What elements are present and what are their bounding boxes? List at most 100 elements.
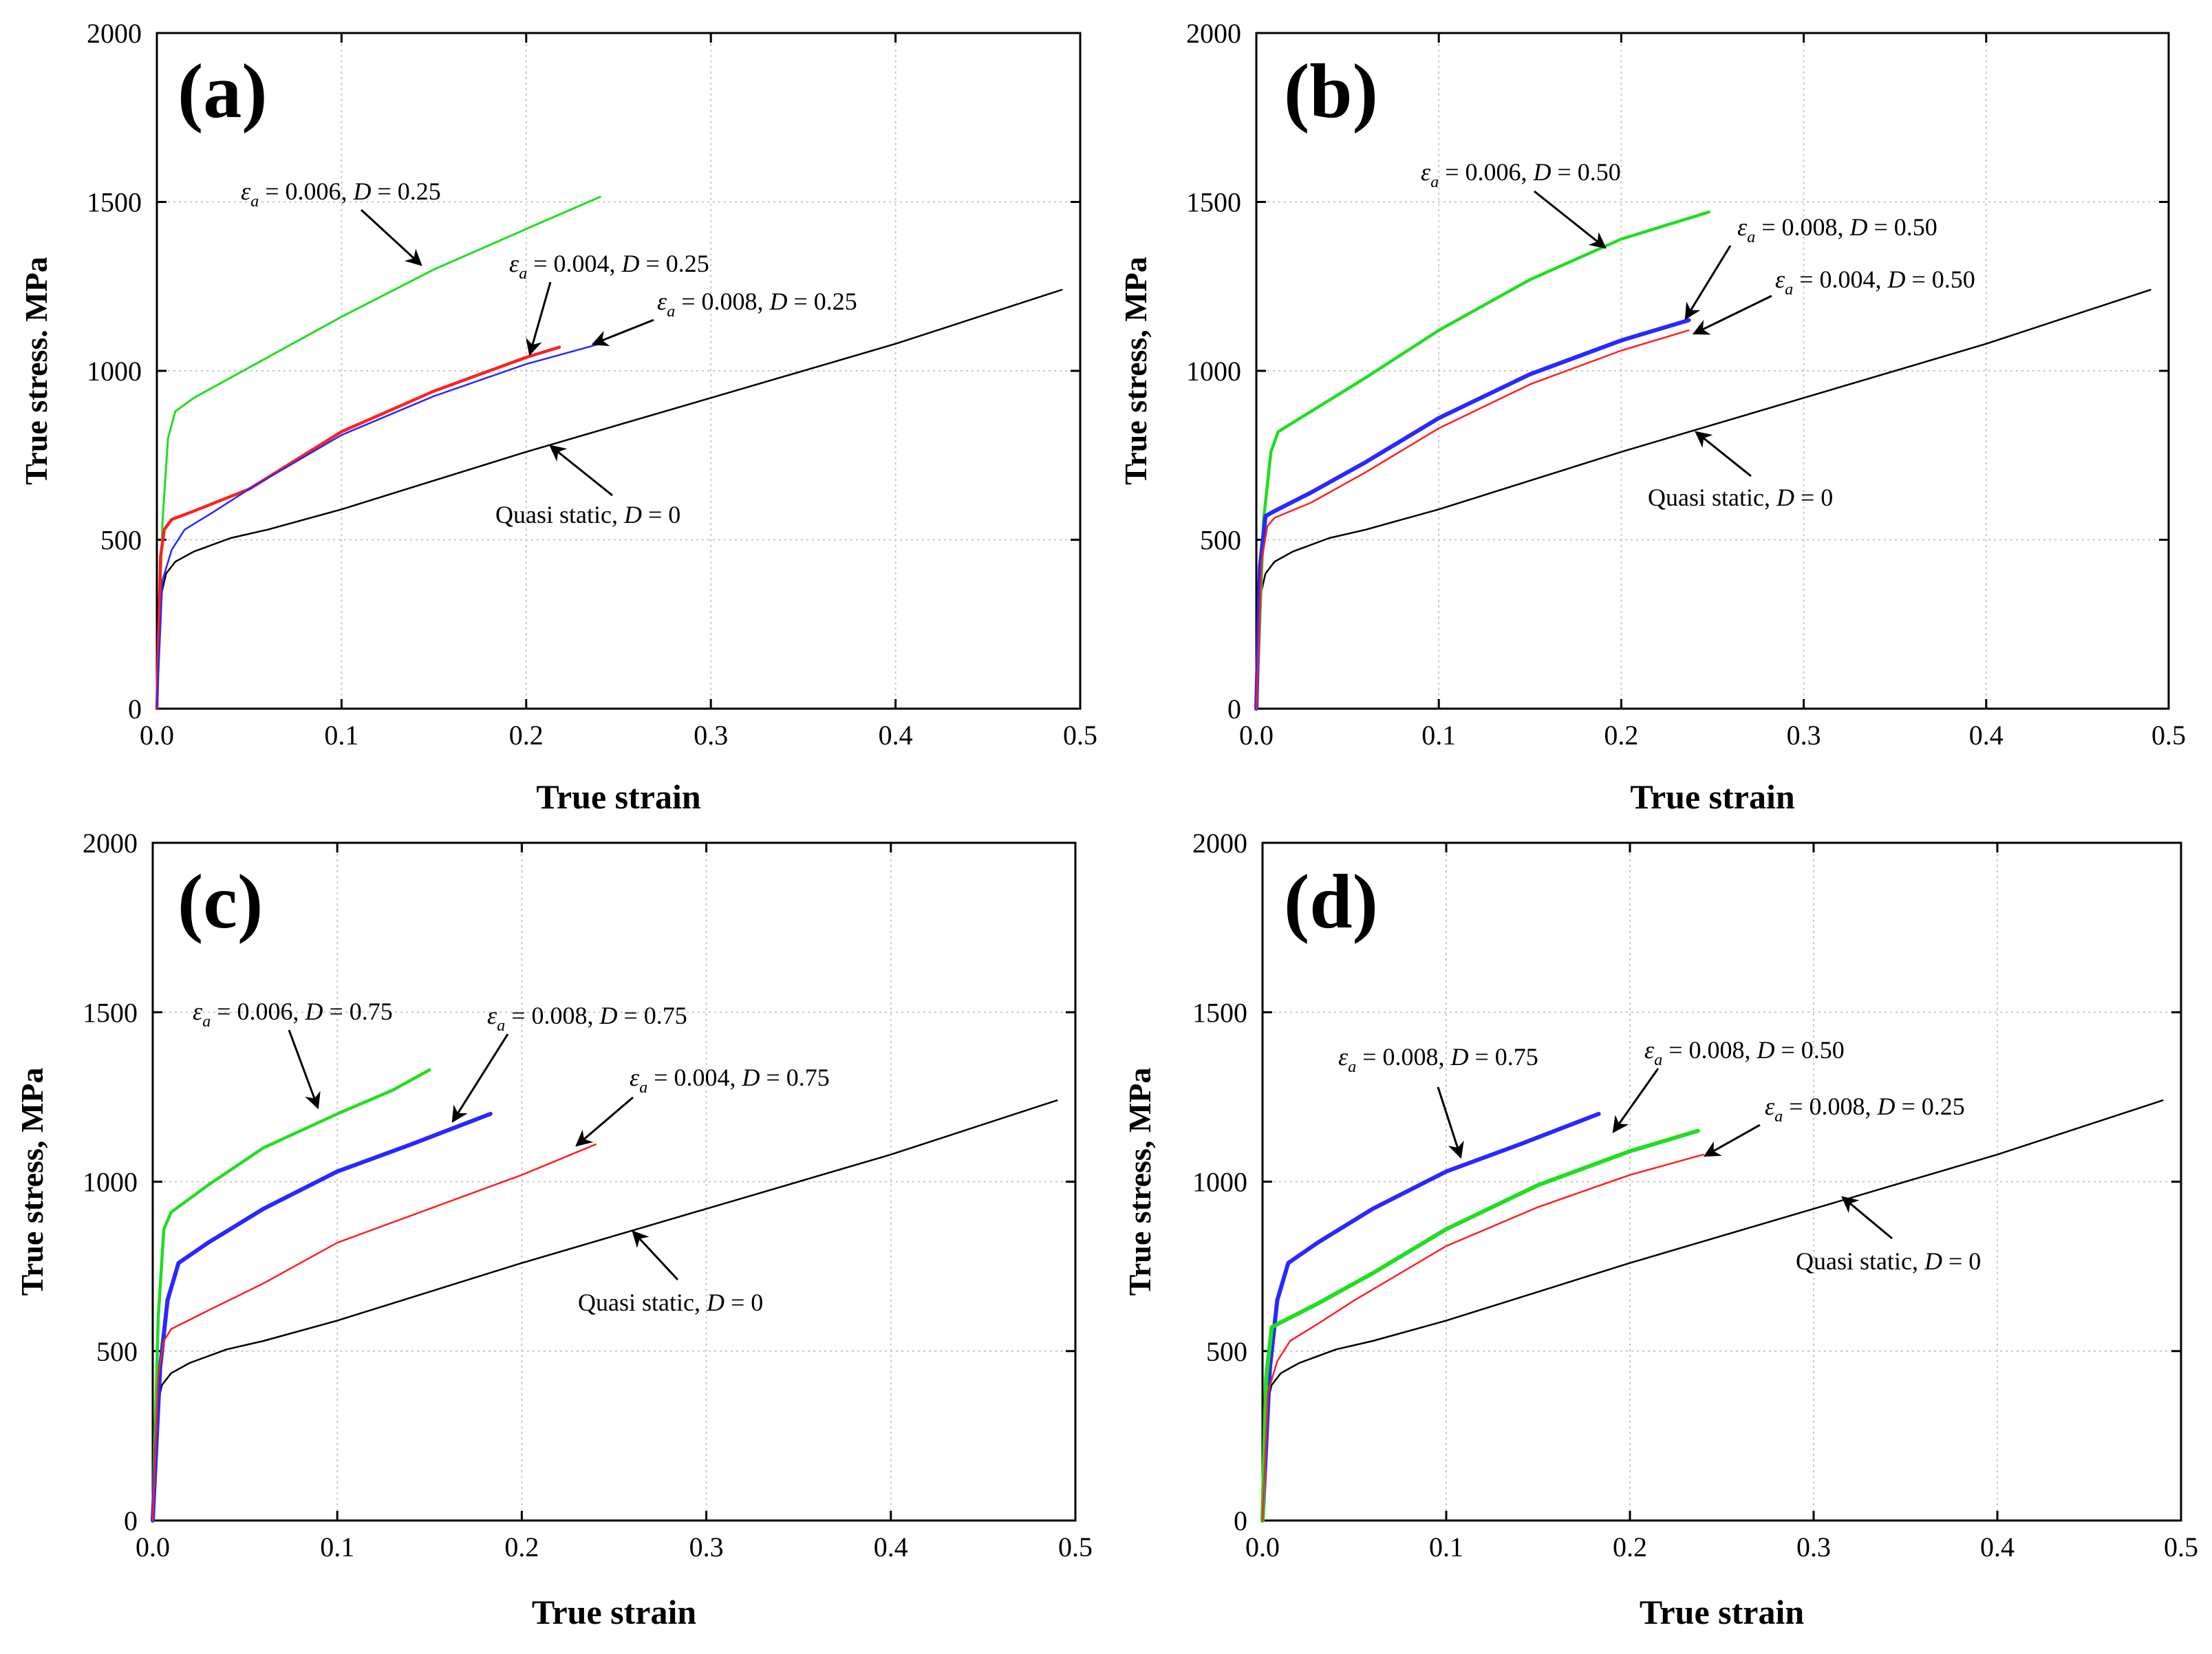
annotation: εa = 0.006, D = 0.75 xyxy=(193,998,393,1031)
annotation: Quasi static, D = 0 xyxy=(495,501,680,528)
y-tick-label: 500 xyxy=(1200,525,1241,556)
annotation-arrow xyxy=(451,1033,509,1124)
annotation-arrow xyxy=(632,1230,679,1281)
y-tick-label: 1500 xyxy=(1186,187,1241,218)
series-line xyxy=(155,345,561,711)
x-tick-label: 0.5 xyxy=(2151,720,2186,751)
annotation: εa = 0.006, D = 0.50 xyxy=(1421,158,1621,191)
y-tick-label: 1500 xyxy=(87,187,142,218)
series-line xyxy=(1260,1128,1700,1523)
annotation: εa = 0.008, D = 0.25 xyxy=(1765,1093,1965,1126)
series-line xyxy=(151,1143,597,1522)
y-tick-label: 500 xyxy=(1206,1336,1247,1367)
annotation: εa = 0.006, D = 0.25 xyxy=(241,178,441,211)
annotation: Quasi static, D = 0 xyxy=(1796,1247,1981,1275)
annotation: εa = 0.004, D = 0.25 xyxy=(509,250,709,283)
y-tick-label: 1500 xyxy=(83,997,138,1028)
x-tick-label: 0.4 xyxy=(1969,720,2004,751)
annotation: εa = 0.008, D = 0.75 xyxy=(1338,1043,1538,1076)
series-line xyxy=(1254,210,1710,711)
series-line xyxy=(1261,1153,1705,1522)
x-tick-label: 0.3 xyxy=(694,720,728,751)
series-line xyxy=(1254,318,1691,711)
series-line xyxy=(1260,1112,1601,1523)
y-tick-label: 0 xyxy=(1227,694,1241,724)
annotation: Quasi static, D = 0 xyxy=(1648,484,1833,511)
x-tick-label: 0.4 xyxy=(1980,1532,2015,1562)
annotation-arrow xyxy=(1437,1086,1464,1159)
series-line xyxy=(155,288,1063,710)
y-tick-label: 0 xyxy=(1234,1505,1247,1536)
annotation-arrow xyxy=(288,1029,321,1110)
annotation-arrow xyxy=(1703,1124,1761,1157)
panel-label: (c) xyxy=(178,859,263,945)
series-line xyxy=(155,195,601,710)
x-tick-label: 0.2 xyxy=(1613,1532,1647,1562)
x-tick-label: 0.0 xyxy=(1245,1532,1280,1562)
panel-d: 0.0 0.1 0.2 0.3 0.4 0.5 0 500 1000 1500 2000 True s… xyxy=(1122,828,2198,1631)
x-tick-label: 0.0 xyxy=(140,720,174,751)
panel-label: (a) xyxy=(178,49,268,134)
x-tick-label: 0.1 xyxy=(1429,1532,1463,1562)
x-axis-label: True strain xyxy=(532,1593,697,1631)
x-tick-label: 0.5 xyxy=(1063,720,1097,751)
y-tick-label: 2000 xyxy=(87,18,142,49)
x-tick-label: 0.5 xyxy=(2164,1532,2198,1562)
y-tick-label: 1500 xyxy=(1192,997,1247,1028)
x-axis-label: True strain xyxy=(1640,1593,1805,1631)
y-tick-label: 1000 xyxy=(83,1167,138,1198)
x-tick-label: 0.4 xyxy=(879,720,913,751)
panel-b: 0.0 0.1 0.2 0.3 0.4 0.5 0 500 1000 1500 2000 True s… xyxy=(1118,18,2186,816)
x-tick-label: 0.4 xyxy=(874,1532,908,1562)
series-line xyxy=(155,343,601,710)
annotation-arrow xyxy=(1534,190,1607,249)
annotation-arrow xyxy=(360,208,422,266)
x-tick-label: 0.0 xyxy=(1239,720,1274,751)
x-tick-label: 0.2 xyxy=(509,720,544,751)
x-tick-label: 0.3 xyxy=(1787,720,1821,751)
panel-label: (b) xyxy=(1284,49,1378,134)
panel-c: 0.0 0.1 0.2 0.3 0.4 0.5 0 500 1000 1500 2000 True s… xyxy=(14,828,1093,1631)
y-tick-label: 2000 xyxy=(1192,828,1247,859)
x-tick-label: 0.3 xyxy=(689,1532,724,1562)
annotation: εa = 0.008, D = 0.75 xyxy=(487,1002,687,1035)
y-tick-label: 500 xyxy=(96,1336,138,1367)
y-tick-label: 2000 xyxy=(83,828,138,859)
y-axis-label: True stress, MPa xyxy=(1122,1068,1157,1296)
x-axis-label: True strain xyxy=(1630,777,1795,816)
y-tick-label: 0 xyxy=(128,694,142,724)
y-tick-label: 2000 xyxy=(1186,18,1241,49)
x-tick-label: 0.5 xyxy=(1058,1532,1093,1562)
series-line xyxy=(1255,329,1690,710)
annotation: εa = 0.008, D = 0.50 xyxy=(1644,1036,1845,1069)
y-tick-label: 0 xyxy=(124,1505,138,1536)
x-tick-label: 0.2 xyxy=(504,1532,539,1562)
panel-a: 0.0 0.1 0.2 0.3 0.4 0.5 0 500 1000 1500 2000 True s… xyxy=(19,18,1097,816)
x-tick-label: 0.1 xyxy=(324,720,358,751)
y-tick-label: 500 xyxy=(100,525,142,556)
annotation: εa = 0.008, D = 0.50 xyxy=(1737,213,1937,246)
annotation-arrow xyxy=(1692,294,1772,335)
x-tick-label: 0.3 xyxy=(1796,1532,1831,1562)
annotation-arrow xyxy=(549,444,613,497)
annotation-arrow xyxy=(526,281,552,356)
annotation-arrow xyxy=(575,1096,634,1147)
annotation: Quasi static, D = 0 xyxy=(578,1289,763,1316)
annotation-arrow xyxy=(1695,431,1752,477)
annotation: εa = 0.004, D = 0.75 xyxy=(630,1064,830,1097)
x-tick-label: 0.2 xyxy=(1604,720,1638,751)
annotation-arrow xyxy=(1841,1196,1893,1240)
series-line xyxy=(151,1068,431,1523)
y-axis-label: True stress. MPa xyxy=(19,257,54,485)
x-tick-label: 0.1 xyxy=(320,1532,354,1562)
y-axis-label: True stress, MPa xyxy=(1118,257,1153,485)
y-axis-label: True stress, MPa xyxy=(14,1068,50,1296)
x-tick-label: 0.1 xyxy=(1421,720,1456,751)
y-tick-label: 1000 xyxy=(1186,356,1241,387)
annotation: εa = 0.004, D = 0.50 xyxy=(1775,266,1975,299)
annotation-arrow xyxy=(1684,245,1732,321)
annotation: εa = 0.008, D = 0.25 xyxy=(657,288,857,321)
y-tick-label: 1000 xyxy=(87,356,142,387)
x-tick-label: 0.0 xyxy=(136,1532,170,1562)
